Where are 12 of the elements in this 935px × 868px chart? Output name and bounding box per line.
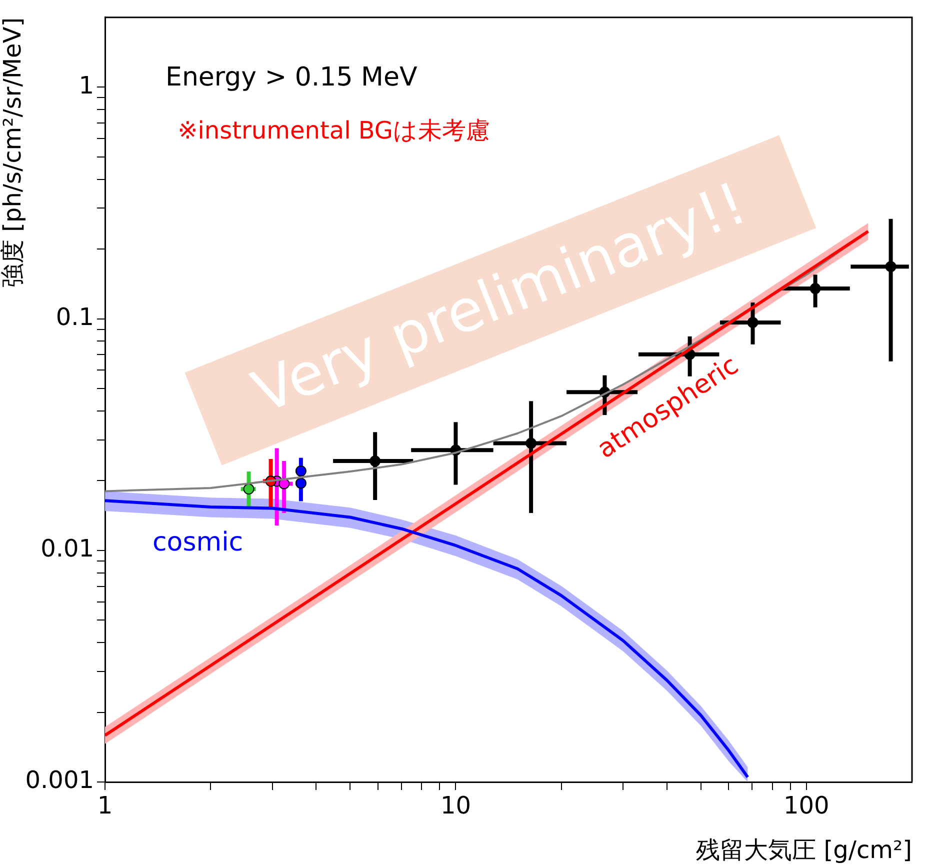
annotation: ※instrumental BGは未考慮	[178, 116, 490, 144]
series-label: cosmic	[152, 528, 244, 558]
y-axis-title: 強度 [ph/s/cm²/sr/MeV]	[0, 17, 27, 288]
annotation: Energy > 0.15 MeV	[166, 62, 418, 92]
y-tick-label: 1	[78, 71, 94, 100]
x-tick-label: 1	[97, 792, 113, 820]
x-tick-label: 10	[440, 792, 471, 820]
y-tick-label: 0.001	[25, 766, 94, 794]
y-tick-label: 0.01	[40, 534, 94, 563]
x-axis-title: 残留大気圧 [g/cm²]	[696, 836, 912, 864]
x-tick-label: 100	[784, 792, 830, 820]
y-tick-label: 0.1	[56, 302, 94, 331]
